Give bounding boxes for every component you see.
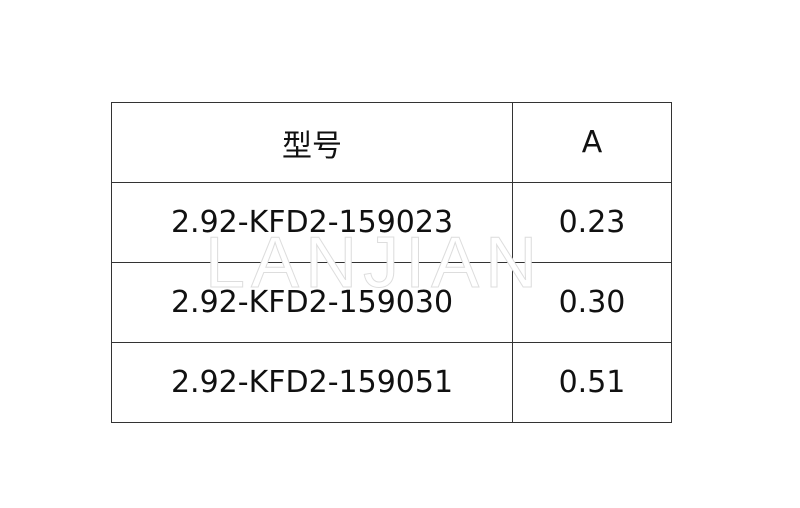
cell-a: 0.23: [512, 182, 672, 263]
cell-a: 0.51: [512, 342, 672, 423]
table-row: 2.92-KFD2-159051 0.51: [111, 342, 672, 423]
table-header: 型号 A: [111, 102, 672, 183]
header-model: 型号: [111, 102, 513, 183]
table-row: 2.92-KFD2-159030 0.30: [111, 262, 672, 343]
cell-model: 2.92-KFD2-159030: [111, 262, 513, 343]
spec-table: 型号 A 2.92-KFD2-159023 0.23 2.92-KFD2-159…: [111, 102, 672, 423]
cell-model: 2.92-KFD2-159023: [111, 182, 513, 263]
table-row: 2.92-KFD2-159023 0.23: [111, 182, 672, 263]
header-a: A: [512, 102, 672, 183]
cell-model: 2.92-KFD2-159051: [111, 342, 513, 423]
cell-a: 0.30: [512, 262, 672, 343]
